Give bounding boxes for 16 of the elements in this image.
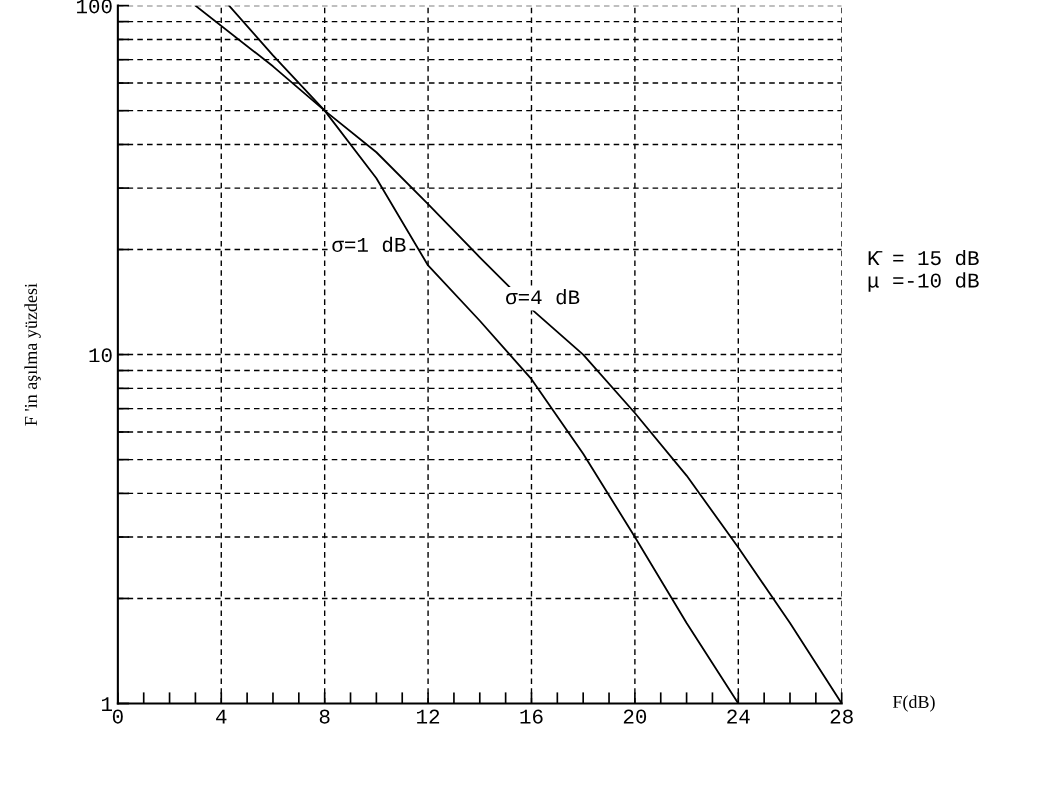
y-tick-label: 1 xyxy=(102,697,112,712)
y-tick-label: 100 xyxy=(77,0,112,14)
x-axis-title: F(dB) xyxy=(892,695,935,712)
x-tick-label: 12 xyxy=(417,709,440,724)
y-axis-title: F 'in aşılma yüzdesi xyxy=(24,283,41,426)
x-tick-label: 28 xyxy=(830,709,853,724)
x-tick-label: 4 xyxy=(216,709,227,724)
text: K̄ = 15 dB μ =-10 dB xyxy=(868,249,979,292)
x-tick-label: 16 xyxy=(520,709,543,724)
annotation: σ=4 dB xyxy=(506,289,580,305)
x-tick-label: 24 xyxy=(727,709,750,724)
y-tick-label: 10 xyxy=(89,348,112,363)
x-tick-label: 20 xyxy=(623,709,647,724)
annotation: σ=1 dB xyxy=(332,236,406,253)
x-tick-label: 8 xyxy=(319,709,330,724)
x-tick-label: 0 xyxy=(112,709,123,724)
